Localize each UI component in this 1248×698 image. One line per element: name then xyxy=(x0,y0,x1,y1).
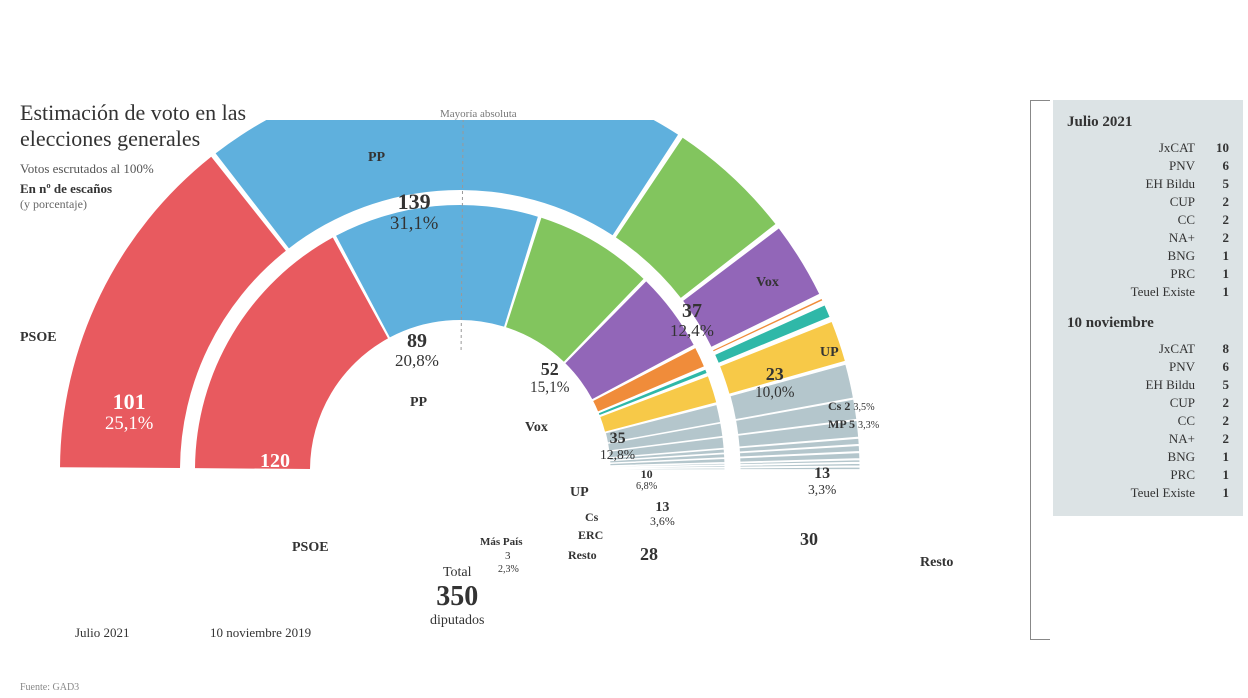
side-row-value: 2 xyxy=(1207,194,1229,210)
side-row-label: EH Bildu xyxy=(1067,377,1195,393)
side-row-value: 5 xyxy=(1207,377,1229,393)
party-name-label: ERC xyxy=(578,528,603,543)
total-number: 350 xyxy=(430,581,484,613)
party-name-label: 3 xyxy=(505,550,511,562)
outer-date-label: Julio 2021 xyxy=(75,625,130,641)
arc-value-label: 8920,8% xyxy=(395,330,439,371)
party-name-label: PP xyxy=(410,395,427,411)
side-row: NA+ 2 xyxy=(1067,430,1229,448)
arc-value-label: 3512,8% xyxy=(600,430,635,463)
side-row-value: 1 xyxy=(1207,266,1229,282)
arc-value-label: MP 5 3,3% xyxy=(828,418,879,431)
side-row-value: 1 xyxy=(1207,449,1229,465)
party-name-label: PSOE xyxy=(292,540,329,556)
side-header-1: Julio 2021 xyxy=(1067,114,1229,131)
side-row-value: 1 xyxy=(1207,248,1229,264)
party-name-label: Vox xyxy=(756,275,779,291)
side-row-label: NA+ xyxy=(1067,230,1195,246)
side-row: PNV 6 xyxy=(1067,358,1229,376)
side-row-value: 5 xyxy=(1207,176,1229,192)
party-name-label: 2,3% xyxy=(498,564,519,575)
side-row-label: Teuel Existe xyxy=(1067,284,1195,300)
arc-value-label: 133,3% xyxy=(808,465,836,498)
side-row-label: PNV xyxy=(1067,158,1195,174)
arc-value-label: 106,8% xyxy=(636,468,657,492)
party-name-label: Resto xyxy=(568,548,597,563)
side-header-2: 10 noviembre xyxy=(1067,315,1229,332)
side-row-value: 2 xyxy=(1207,230,1229,246)
side-row: JxCAT 8 xyxy=(1067,340,1229,358)
arc-value-label: 28 xyxy=(640,545,658,565)
side-row: CC 2 xyxy=(1067,211,1229,229)
arc-value-label: 5215,1% xyxy=(530,360,570,397)
side-row-label: JxCAT xyxy=(1067,140,1195,156)
source-label: Fuente: GAD3 xyxy=(20,682,79,693)
side-row-value: 6 xyxy=(1207,158,1229,174)
side-row: Teuel Existe 1 xyxy=(1067,283,1229,301)
arc-segment-resto xyxy=(610,468,725,470)
total-word: Total xyxy=(430,565,484,581)
side-row: JxCAT 10 xyxy=(1067,139,1229,157)
side-row: NA+ 2 xyxy=(1067,229,1229,247)
side-row: BNG 1 xyxy=(1067,448,1229,466)
side-row-value: 6 xyxy=(1207,359,1229,375)
side-row-label: PRC xyxy=(1067,467,1195,483)
arc-value-label: 2310,0% xyxy=(755,365,795,402)
total-unit: diputados xyxy=(430,613,484,629)
total-label: Total 350 diputados xyxy=(430,565,484,629)
side-row: CUP 2 xyxy=(1067,394,1229,412)
arc-value-label: 10125,1% xyxy=(105,390,153,435)
side-panel: Julio 2021 JxCAT10PNV6EH Bildu5CUP2CC2NA… xyxy=(1053,100,1243,516)
side-row: Teuel Existe 1 xyxy=(1067,484,1229,502)
party-name-label: PP xyxy=(368,150,385,166)
arc-value-label: 30 xyxy=(800,530,818,550)
party-name-label: Vox xyxy=(525,420,548,436)
side-row-label: JxCAT xyxy=(1067,341,1195,357)
arc-value-label: Cs 2 3,5% xyxy=(828,400,875,413)
party-name-label: UP xyxy=(820,345,839,361)
side-row: PRC 1 xyxy=(1067,466,1229,484)
side-row-value: 2 xyxy=(1207,413,1229,429)
side-row: EH Bildu 5 xyxy=(1067,175,1229,193)
side-row-label: CUP xyxy=(1067,194,1195,210)
resto-bracket-icon xyxy=(1030,100,1050,640)
side-row-value: 10 xyxy=(1207,140,1229,156)
side-row-label: BNG xyxy=(1067,449,1195,465)
arc-segment-resto xyxy=(740,467,860,470)
party-name-label: Más País xyxy=(480,536,522,548)
side-row-value: 2 xyxy=(1207,395,1229,411)
inner-date-label: 10 noviembre 2019 xyxy=(210,625,311,641)
party-name-label: Cs xyxy=(585,510,598,525)
side-row-label: BNG xyxy=(1067,248,1195,264)
side-row: CC 2 xyxy=(1067,412,1229,430)
arc-value-label: 3712,4% xyxy=(670,300,714,341)
side-row-value: 1 xyxy=(1207,467,1229,483)
side-row-label: NA+ xyxy=(1067,431,1195,447)
side-row-label: CC xyxy=(1067,413,1195,429)
majority-line1: Mayoría absoluta xyxy=(440,108,524,120)
party-name-label: UP xyxy=(570,485,589,501)
side-row-label: Teuel Existe xyxy=(1067,485,1195,501)
side-row-label: PNV xyxy=(1067,359,1195,375)
side-row-label: CUP xyxy=(1067,395,1195,411)
side-row-value: 2 xyxy=(1207,212,1229,228)
side-row-label: EH Bildu xyxy=(1067,176,1195,192)
side-row-value: 1 xyxy=(1207,485,1229,501)
side-row: PRC 1 xyxy=(1067,265,1229,283)
side-row-label: PRC xyxy=(1067,266,1195,282)
side-row: CUP 2 xyxy=(1067,193,1229,211)
side-row: EH Bildu 5 xyxy=(1067,376,1229,394)
side-row: BNG 1 xyxy=(1067,247,1229,265)
party-name-label: Resto xyxy=(920,555,953,571)
arc-value-label: 12028,0% xyxy=(253,450,297,491)
side-row-value: 8 xyxy=(1207,341,1229,357)
side-row: PNV 6 xyxy=(1067,157,1229,175)
arc-value-label: 133,6% xyxy=(650,500,675,528)
side-row-value: 1 xyxy=(1207,284,1229,300)
side-row-value: 2 xyxy=(1207,431,1229,447)
arc-value-label: 13931,1% xyxy=(390,190,438,235)
side-row-label: CC xyxy=(1067,212,1195,228)
party-name-label: PSOE xyxy=(20,330,57,346)
